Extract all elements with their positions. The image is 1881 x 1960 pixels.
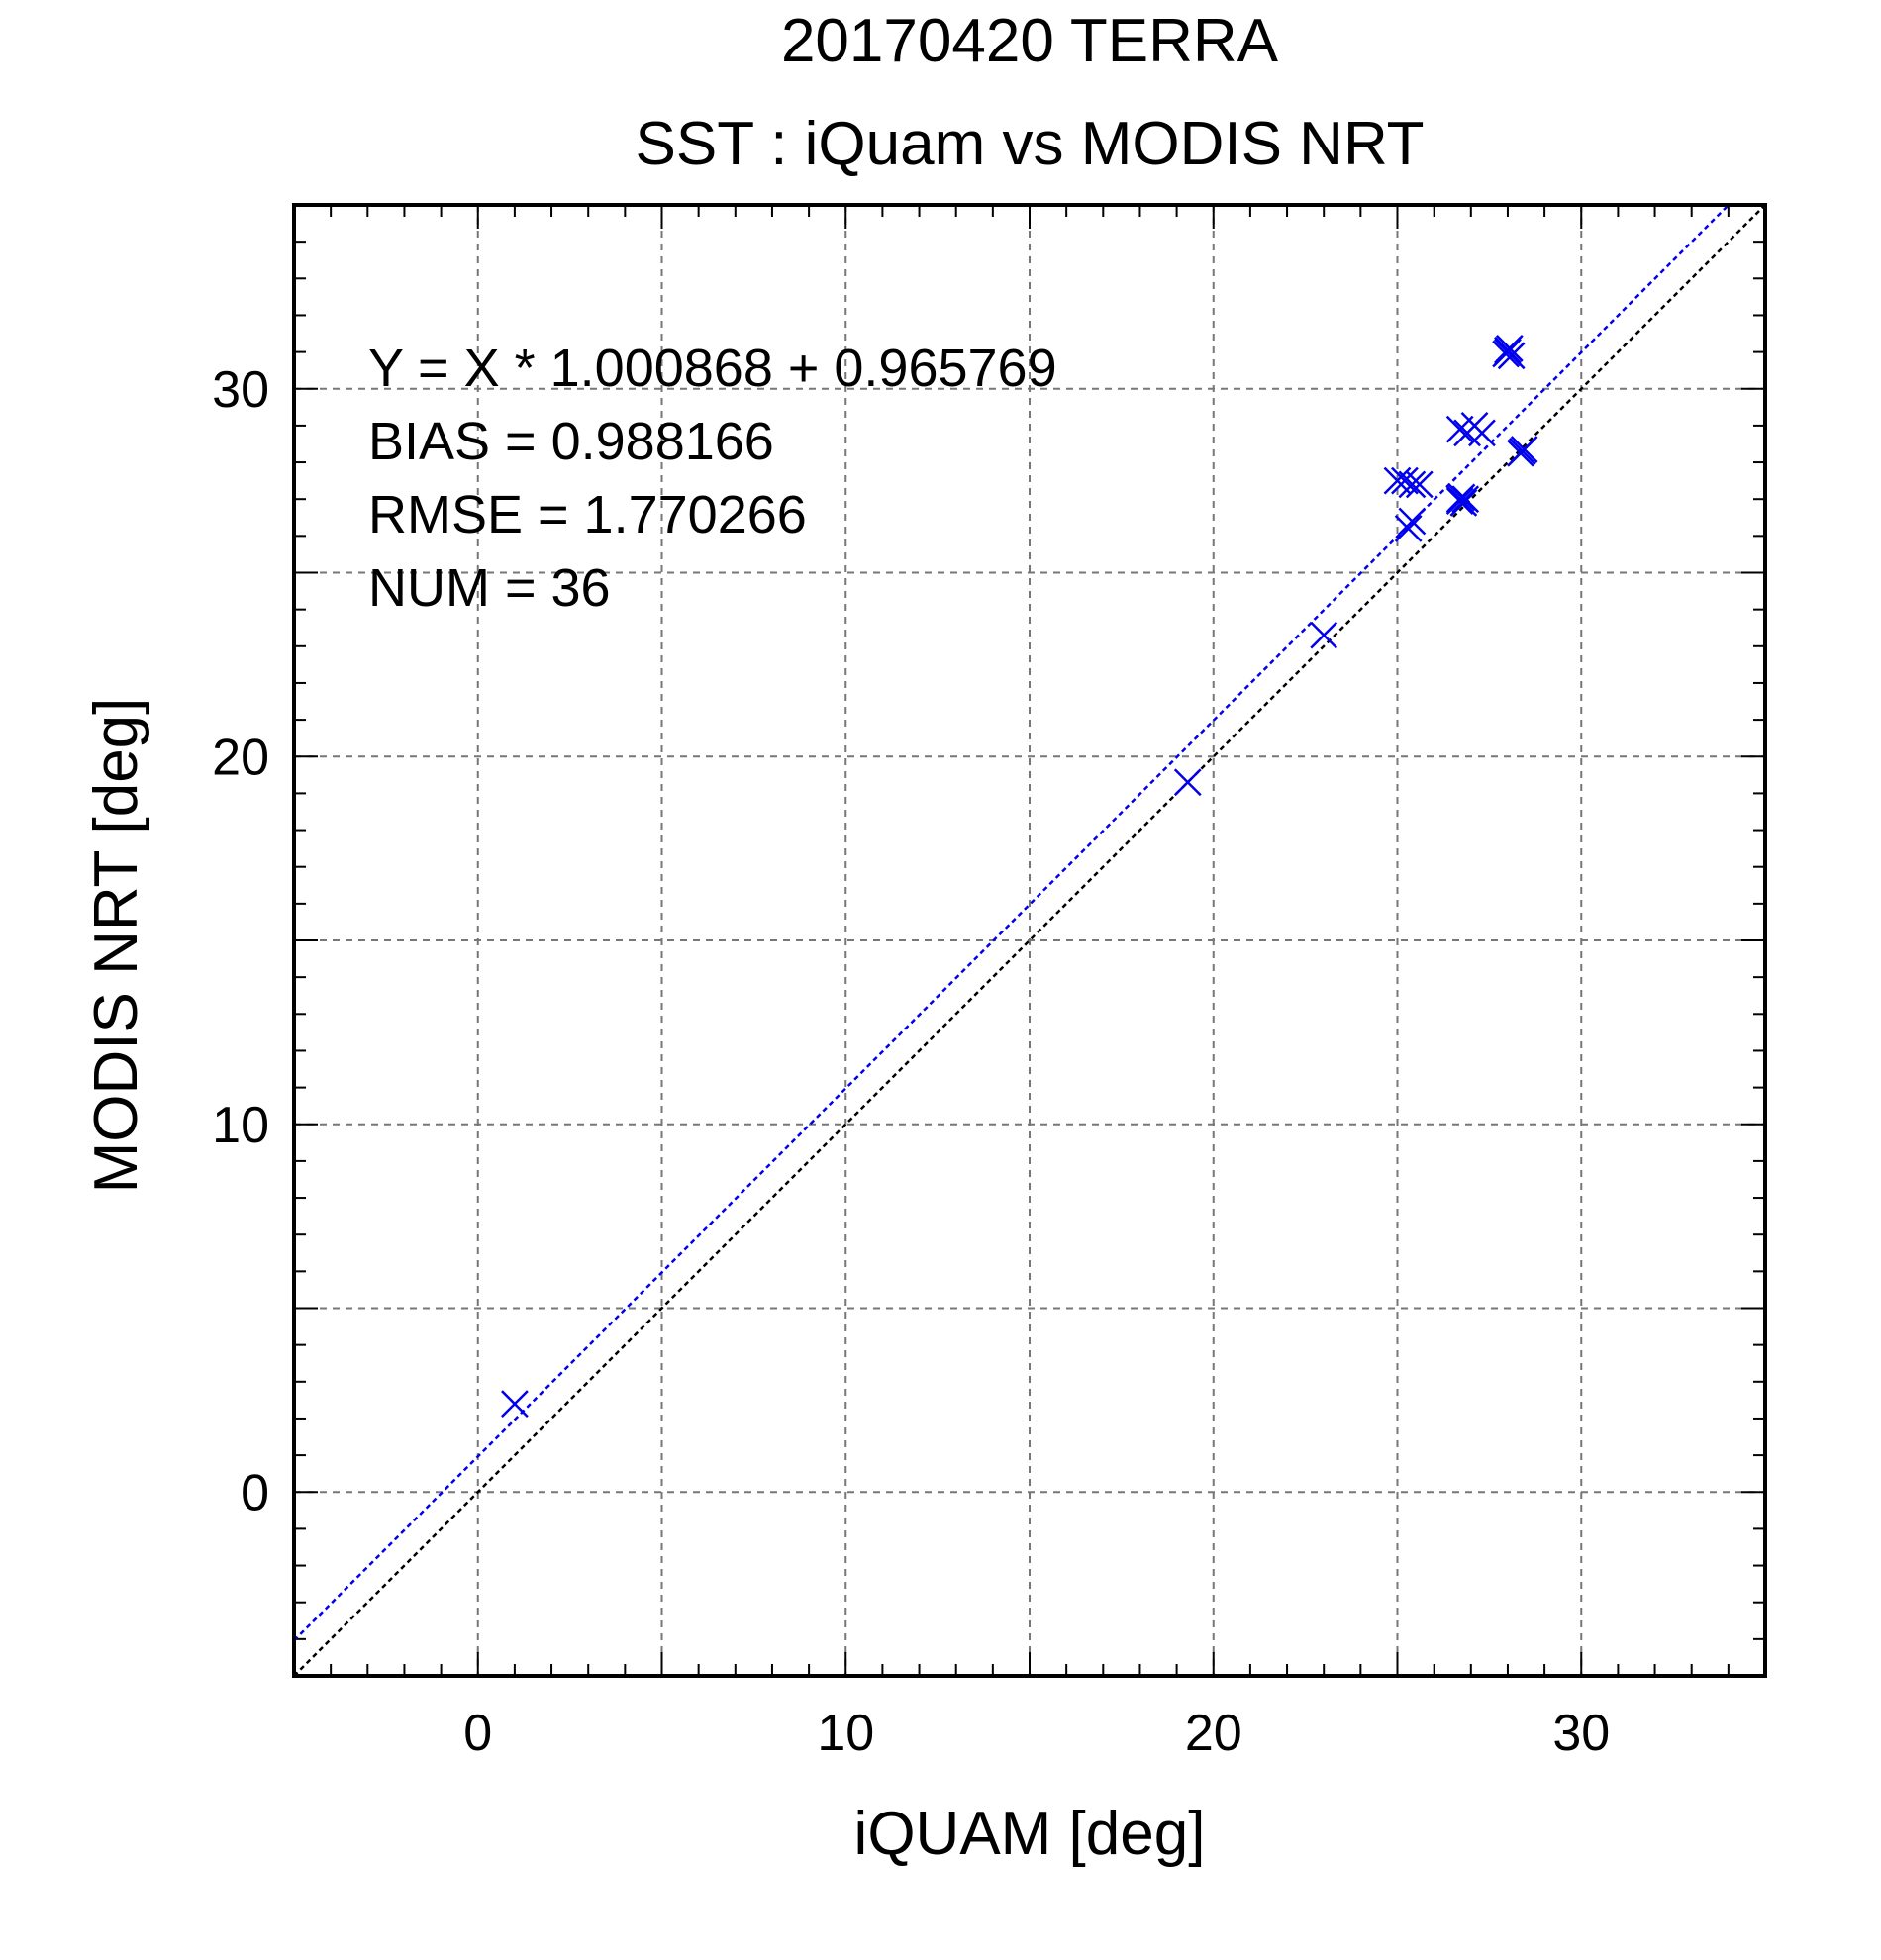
x-tick-label: 0 bbox=[463, 1705, 492, 1762]
data-point bbox=[1405, 470, 1434, 499]
x-tick-label: 30 bbox=[1552, 1705, 1610, 1762]
data-point bbox=[1449, 489, 1478, 517]
data-point-stroke bbox=[1383, 466, 1412, 495]
stats-annotation: Y = X * 1.000868 + 0.965769 bbox=[368, 339, 1057, 398]
chart-subtitle: SST : iQuam vs MODIS NRT bbox=[636, 110, 1425, 178]
stats-annotation: BIAS = 0.988166 bbox=[368, 412, 774, 471]
data-point-stroke bbox=[1391, 466, 1419, 495]
x-tick-label: 20 bbox=[1185, 1705, 1242, 1762]
data-point-stroke bbox=[1398, 470, 1427, 499]
data-point-stroke bbox=[1451, 485, 1480, 514]
data-point bbox=[1398, 507, 1427, 536]
y-axis-label: MODIS NRT [deg] bbox=[82, 698, 150, 1194]
data-point-stroke bbox=[501, 1390, 529, 1418]
data-point-stroke bbox=[1449, 489, 1478, 517]
data-point-stroke bbox=[1398, 507, 1427, 536]
data-point-stroke bbox=[1492, 340, 1520, 368]
data-point bbox=[1310, 621, 1338, 649]
y-tick-label: 20 bbox=[212, 729, 269, 786]
data-point-stroke bbox=[1468, 419, 1496, 447]
data-point bbox=[501, 1390, 529, 1418]
data-point bbox=[1394, 515, 1423, 542]
plot-frame bbox=[292, 203, 1767, 1678]
y-tick-label: 30 bbox=[212, 361, 269, 419]
chart-title: 20170420 TERRA bbox=[781, 7, 1279, 75]
data-point bbox=[1451, 485, 1480, 514]
y-tick-label: 10 bbox=[212, 1097, 269, 1154]
data-point bbox=[1398, 470, 1427, 499]
data-point bbox=[1494, 336, 1522, 364]
data-point-stroke bbox=[1173, 768, 1202, 797]
data-point-stroke bbox=[1494, 336, 1522, 364]
data-point-stroke bbox=[1445, 487, 1474, 515]
data-point bbox=[1445, 487, 1474, 515]
stats-annotation: RMSE = 1.770266 bbox=[368, 485, 807, 544]
x-tick-label: 10 bbox=[817, 1705, 874, 1762]
data-point bbox=[1468, 419, 1496, 447]
y-tick-label: 0 bbox=[241, 1464, 269, 1521]
data-point-stroke bbox=[1394, 515, 1423, 542]
stats-annotation: NUM = 36 bbox=[368, 558, 611, 618]
data-point-stroke bbox=[1507, 439, 1534, 467]
data-point bbox=[1497, 342, 1526, 370]
data-point bbox=[1492, 340, 1520, 368]
x-axis-label: iQUAM [deg] bbox=[854, 1800, 1206, 1868]
data-point-stroke bbox=[1310, 621, 1338, 649]
data-point-stroke bbox=[1447, 483, 1476, 512]
data-point-stroke bbox=[1497, 342, 1526, 370]
data-point-stroke bbox=[1405, 470, 1434, 499]
data-point bbox=[1447, 483, 1476, 512]
data-point bbox=[1173, 768, 1202, 797]
data-point bbox=[1507, 439, 1534, 467]
plot-area: 0 10 20 30 0 10 20 30 Y = X * 1.000868 + 0.96576… bbox=[212, 203, 1767, 1762]
